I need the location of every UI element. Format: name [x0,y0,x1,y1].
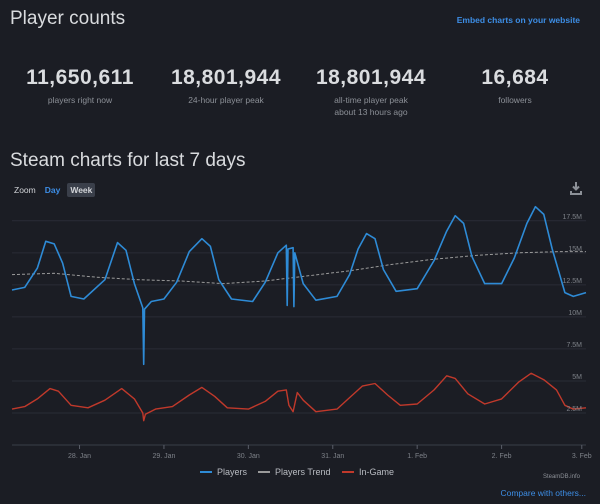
steamdb-credit: SteamDB.info [542,474,580,480]
stat-label: 24-hour player peak [188,95,264,105]
stat-value: 18,801,944 [315,66,427,89]
player-chart[interactable]: 17.5M 15M 12.5M 10M 7.5M 5M 2.5M 28. Jan 29. Jan… [0,200,600,465]
section-title: Steam charts for last 7 days [10,150,246,171]
legend-swatch [200,471,212,473]
y-tick-label: 7.5M [566,342,582,349]
y-tick-label: 2.5M [566,406,582,413]
zoom-day-button[interactable]: Day [44,185,61,195]
x-tick-label: 30. Jan [237,453,260,460]
in-game-line [11,372,587,422]
zoom-week-button[interactable]: Week [67,183,96,197]
y-tick-label: 5M [572,374,582,381]
y-tick-label: 17.5M [563,214,583,221]
stat-value: 18,801,944 [170,66,282,89]
x-tick-label: 29. Jan [152,453,175,460]
x-tick-label: 2. Feb [492,453,512,460]
page-title: Player counts [10,8,126,29]
stat-label: players right now [47,95,113,105]
zoom-controls: Zoom Day Week [14,183,99,197]
zoom-label: Zoom [14,185,36,195]
y-tick-label: 15M [568,246,582,253]
embed-charts-link[interactable]: Embed charts on your website [456,15,580,25]
stats-row: 11,650,611 players right now 18,801,944 … [0,66,600,126]
legend-in-game[interactable]: In-Game [342,467,394,477]
stat-label: followers [498,95,532,105]
x-tick-label: 31. Jan [321,453,344,460]
stat-players-now: 11,650,611 players right now [5,66,155,106]
legend-swatch [342,471,354,473]
chart-axis-labels: 17.5M 15M 12.5M 10M 7.5M 5M 2.5M 28. Jan 29. Jan… [68,214,592,460]
players-trend-line [11,251,586,285]
legend-label: Players [217,467,248,477]
legend-label: In-Game [359,467,395,477]
y-tick-label: 10M [568,310,582,317]
chart-grid [12,220,586,449]
stat-followers: 16,684 followers [440,66,590,106]
chart-lines [11,205,587,422]
stat-24h-peak: 18,801,944 24-hour player peak [151,66,301,106]
stat-alltime-peak: 18,801,944 all-time player peak about 13… [296,66,446,118]
compare-link[interactable]: Compare with others... [500,488,586,498]
download-icon[interactable] [570,181,582,195]
stat-sublabel: about 13 hours ago [334,107,408,117]
stat-label: all-time player peak [334,95,408,105]
y-tick-label: 12.5M [563,278,583,285]
legend-players-trend[interactable]: Players Trend [258,467,331,477]
stat-value: 16,684 [481,66,549,89]
players-line [11,205,587,366]
x-tick-label: 3. Feb [572,453,592,460]
stat-value: 11,650,611 [26,66,134,89]
legend-swatch [258,471,270,473]
x-tick-label: 1. Feb [407,453,427,460]
legend-label: Players Trend [275,467,331,477]
x-tick-label: 28. Jan [68,453,91,460]
legend-players[interactable]: Players [200,467,247,477]
